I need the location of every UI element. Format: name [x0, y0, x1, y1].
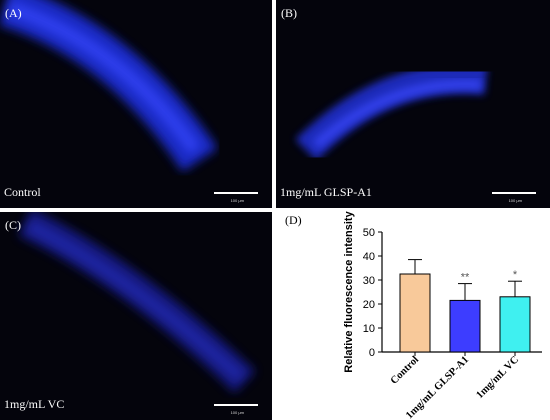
panel-c: (C) 1mg/mL VC 100 μm [0, 212, 272, 420]
condition-label: Control [4, 185, 41, 199]
fluorescence-bar-chart: 0 10 20 30 40 50 Relative fluorescence intensi… [343, 210, 542, 420]
worm-image-vc [18, 212, 256, 393]
panel-label: (C) [5, 218, 21, 232]
y-tick-label: 40 [363, 251, 375, 263]
panel-label: (D) [285, 213, 302, 227]
x-tick-label: Control [389, 354, 421, 386]
significance-marker: ** [461, 272, 470, 284]
panel-label: (A) [5, 6, 22, 20]
bar [399, 273, 431, 353]
scale-bar [214, 192, 258, 194]
panel-b: (B) 1mg/mL GLSP-A1 100 μm [276, 0, 550, 208]
bar [449, 299, 481, 353]
x-tick-label: 1mg/mL VC [474, 354, 521, 401]
significance-marker: * [513, 269, 518, 281]
y-tick-label: 20 [363, 299, 375, 311]
y-tick-label: 30 [363, 275, 375, 287]
condition-label: 1mg/mL VC [4, 397, 65, 411]
scale-bar-text: 100 μm [230, 198, 244, 203]
worm-image-control [0, 0, 218, 172]
bar [499, 296, 531, 353]
scale-bar [214, 404, 258, 406]
scale-bar-text: 100 μm [508, 198, 522, 203]
scale-bar [492, 192, 536, 194]
scale-bar-text: 100 μm [230, 410, 244, 415]
panel-label: (B) [281, 6, 297, 20]
y-tick-label: 50 [363, 227, 375, 239]
panel-a: (A) Control 100 μm [0, 0, 272, 208]
condition-label: 1mg/mL GLSP-A1 [280, 185, 372, 199]
y-axis-label: Relative fluorescence intensity [343, 210, 355, 372]
y-tick-label: 10 [363, 323, 375, 335]
worm-image-glsp [295, 63, 488, 161]
y-tick-label: 0 [369, 347, 375, 359]
